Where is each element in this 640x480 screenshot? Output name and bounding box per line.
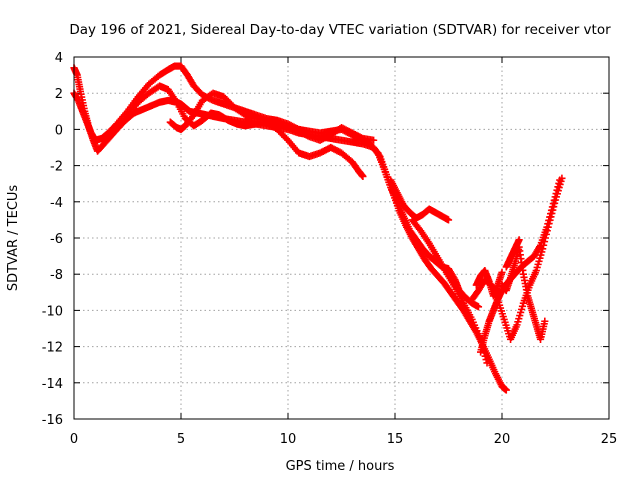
data-point [548,203,557,211]
series-track-e [387,176,453,224]
data-point [556,176,564,184]
series-track-f [408,216,491,367]
data-point [359,172,367,181]
data-point [547,206,556,214]
data-point [549,200,557,208]
data-points [70,62,566,394]
y-tick-labels: -16 -14 -12 -10 -8 -6 -4 -2 0 2 4 [42,51,63,428]
grid-lines [74,57,609,419]
data-point [543,223,551,231]
data-point [541,317,549,325]
data-point [189,112,197,121]
series-track-b [70,62,483,311]
data-point [483,359,491,367]
data-point [498,268,506,276]
series-track-a [70,64,510,394]
chart-title: Day 196 of 2021, Sidereal Day-to-day VTE… [69,22,611,38]
y-tick-label: 4 [55,51,63,66]
data-point [502,386,510,394]
x-axis-label: GPS time / hours [286,459,395,474]
data-point [536,243,544,251]
data-point [515,236,523,244]
data-point [554,183,562,191]
x-tick-label: 0 [70,432,78,447]
data-point [482,355,490,364]
data-point [552,189,560,198]
data-point [551,193,559,201]
series-track-j [472,266,506,300]
x-tick-label: 15 [387,432,404,447]
y-tick-label: -4 [50,196,63,211]
y-tick-label: -6 [50,232,63,247]
series-track-k [502,236,523,271]
data-point [544,220,552,228]
data-point [550,196,558,204]
data-point [547,210,555,218]
x-tick-labels: 0 5 10 15 20 25 [70,432,617,447]
data-point [474,303,483,311]
data-point [370,136,378,144]
y-axis-label: SDTVAR / TECUs [6,185,21,292]
y-tick-label: 0 [55,123,63,138]
x-tick-label: 5 [177,432,185,447]
x-tick-label: 10 [280,432,297,447]
series-track-i [498,243,549,343]
y-tick-label: -2 [50,160,63,175]
y-tick-label: -14 [42,377,63,392]
y-tick-label: -8 [50,268,63,283]
plot-frame [73,56,610,420]
y-tick-label: 2 [55,87,63,102]
series-track-d [166,89,378,144]
x-tick-label: 25 [601,432,618,447]
data-point [444,216,453,224]
y-tick-label: -16 [42,413,63,428]
y-tick-label: -12 [42,341,63,356]
data-point [555,179,563,188]
data-point [553,186,561,194]
data-point [545,216,553,225]
y-tick-label: -10 [42,304,63,319]
data-point [546,213,554,221]
data-point [373,148,381,156]
x-tick-label: 20 [494,432,511,447]
data-point [481,352,489,360]
